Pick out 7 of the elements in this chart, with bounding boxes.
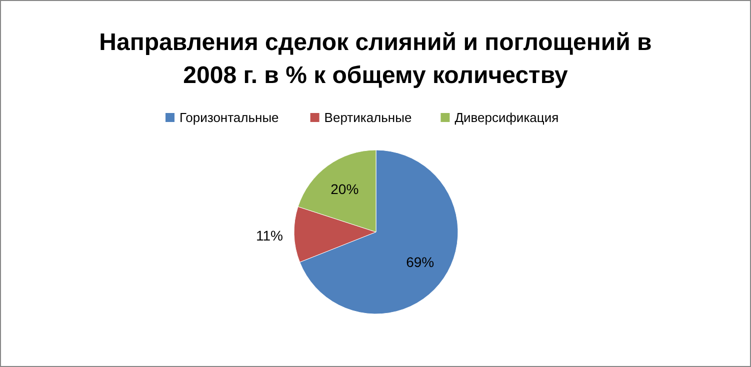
data-label: 69% — [406, 254, 434, 270]
chart-title: Направления сделок слияний и поглощений в 2008 г. в % к общему количеству — [99, 29, 652, 89]
legend-label: Диверсификация — [454, 110, 559, 125]
data-label: 20% — [330, 180, 359, 197]
legend-label: Горизонтальные — [180, 110, 279, 125]
data-label: 11% — [256, 227, 283, 244]
legend-label: Вертикальные — [324, 110, 412, 125]
